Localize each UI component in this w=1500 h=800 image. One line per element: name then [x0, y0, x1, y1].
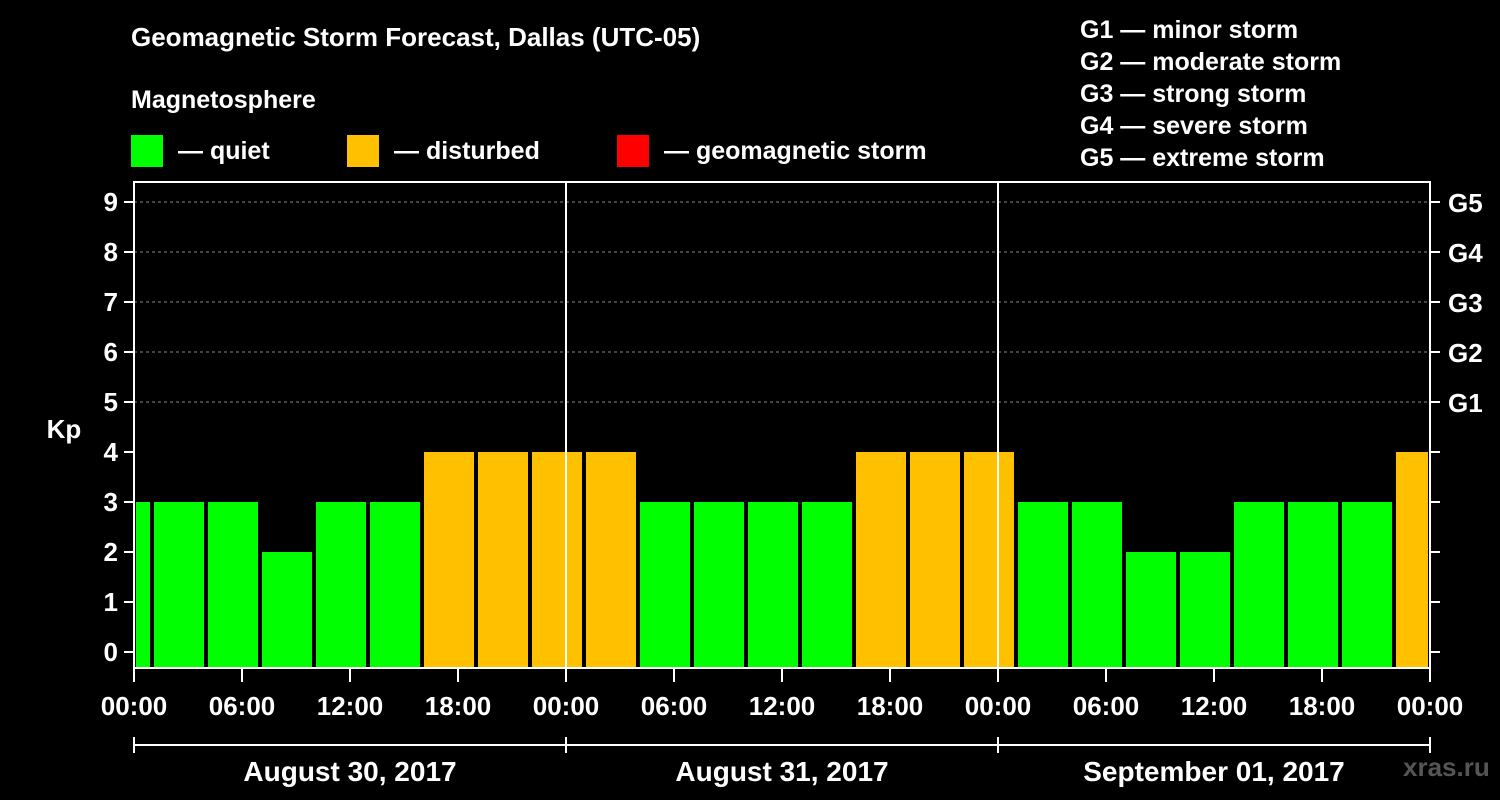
legend-subtitle: Magnetosphere	[131, 86, 316, 114]
kp-bar	[1396, 452, 1428, 668]
y-tick-label: 0	[104, 637, 118, 667]
y-tick-label: 6	[104, 337, 118, 367]
x-tick-label: 00:00	[101, 691, 168, 721]
kp-bar	[964, 452, 1014, 668]
x-tick-label: 12:00	[1181, 691, 1248, 721]
kp-bar	[1126, 552, 1176, 668]
kp-bar	[1288, 502, 1338, 668]
x-tick-label: 00:00	[1397, 691, 1464, 721]
disturbed-swatch	[347, 135, 379, 167]
kp-bar	[154, 502, 204, 668]
x-tick-label: 18:00	[857, 691, 924, 721]
g-level-label: G4	[1448, 238, 1483, 268]
kp-bar	[208, 502, 258, 668]
kp-bar	[370, 502, 420, 668]
watermark: xras.ru	[1403, 752, 1490, 782]
y-tick-label: 4	[104, 437, 119, 467]
g-level-label: G1	[1448, 388, 1483, 418]
kp-bar	[1072, 502, 1122, 668]
quiet-swatch	[131, 135, 163, 167]
legend-storm-label: — geomagnetic storm	[664, 136, 927, 165]
storm-scale-g2: G2 — moderate storm	[1080, 48, 1342, 76]
storm-swatch	[617, 135, 649, 167]
kp-bar	[586, 452, 636, 668]
storm-scale-g1: G1 — minor storm	[1080, 16, 1299, 44]
kp-bar	[802, 502, 852, 668]
kp-bar	[640, 502, 690, 668]
x-tick-label: 06:00	[209, 691, 276, 721]
kp-bar	[532, 452, 582, 668]
g-level-label: G2	[1448, 338, 1483, 368]
storm-scale-g4: G4 — severe storm	[1080, 112, 1308, 140]
storm-scale-g5: G5 — extreme storm	[1080, 144, 1325, 172]
g-level-label: G5	[1448, 188, 1483, 218]
x-tick-label: 00:00	[965, 691, 1032, 721]
x-tick-label: 18:00	[1289, 691, 1356, 721]
storm-scale-legend: G1 — minor storm G2 — moderate storm G3 …	[1080, 14, 1341, 174]
kp-bar	[1180, 552, 1230, 668]
y-tick-label: 8	[104, 237, 118, 267]
y-tick-label: 7	[104, 287, 118, 317]
kp-bar	[694, 502, 744, 668]
y-tick-label: 2	[104, 537, 118, 567]
y-tick-label: 3	[104, 487, 118, 517]
g-level-label: G3	[1448, 288, 1483, 318]
kp-bar	[748, 502, 798, 668]
kp-bar	[478, 452, 528, 668]
chart-title: Geomagnetic Storm Forecast, Dallas (UTC-…	[131, 22, 701, 52]
kp-bar	[1234, 502, 1284, 668]
kp-bar	[910, 452, 960, 668]
storm-scale-g3: G3 — strong storm	[1080, 80, 1307, 108]
legend-disturbed: — disturbed	[347, 134, 540, 168]
kp-bar	[424, 452, 474, 668]
x-tick-label: 06:00	[641, 691, 708, 721]
legend-disturbed-label: — disturbed	[394, 136, 540, 165]
x-tick-label: 12:00	[749, 691, 816, 721]
x-tick-label: 12:00	[317, 691, 384, 721]
y-tick-label: 9	[104, 187, 118, 217]
y-tick-label: 1	[104, 587, 118, 617]
legend-storm: — geomagnetic storm	[617, 134, 927, 168]
day-label: September 01, 2017	[1083, 756, 1345, 787]
day-label: August 31, 2017	[675, 756, 888, 787]
x-tick-label: 06:00	[1073, 691, 1140, 721]
kp-bar	[1342, 502, 1392, 668]
y-axis-label: Kp	[47, 414, 82, 444]
day-label: August 30, 2017	[243, 756, 456, 787]
legend-quiet-label: — quiet	[178, 136, 270, 165]
kp-bar	[136, 502, 150, 668]
legend-quiet: — quiet	[131, 134, 270, 168]
kp-bar	[1018, 502, 1068, 668]
kp-bar	[262, 552, 312, 668]
kp-bar	[856, 452, 906, 668]
y-tick-label: 5	[104, 387, 118, 417]
x-tick-label: 00:00	[533, 691, 600, 721]
x-tick-label: 18:00	[425, 691, 492, 721]
kp-bar	[316, 502, 366, 668]
